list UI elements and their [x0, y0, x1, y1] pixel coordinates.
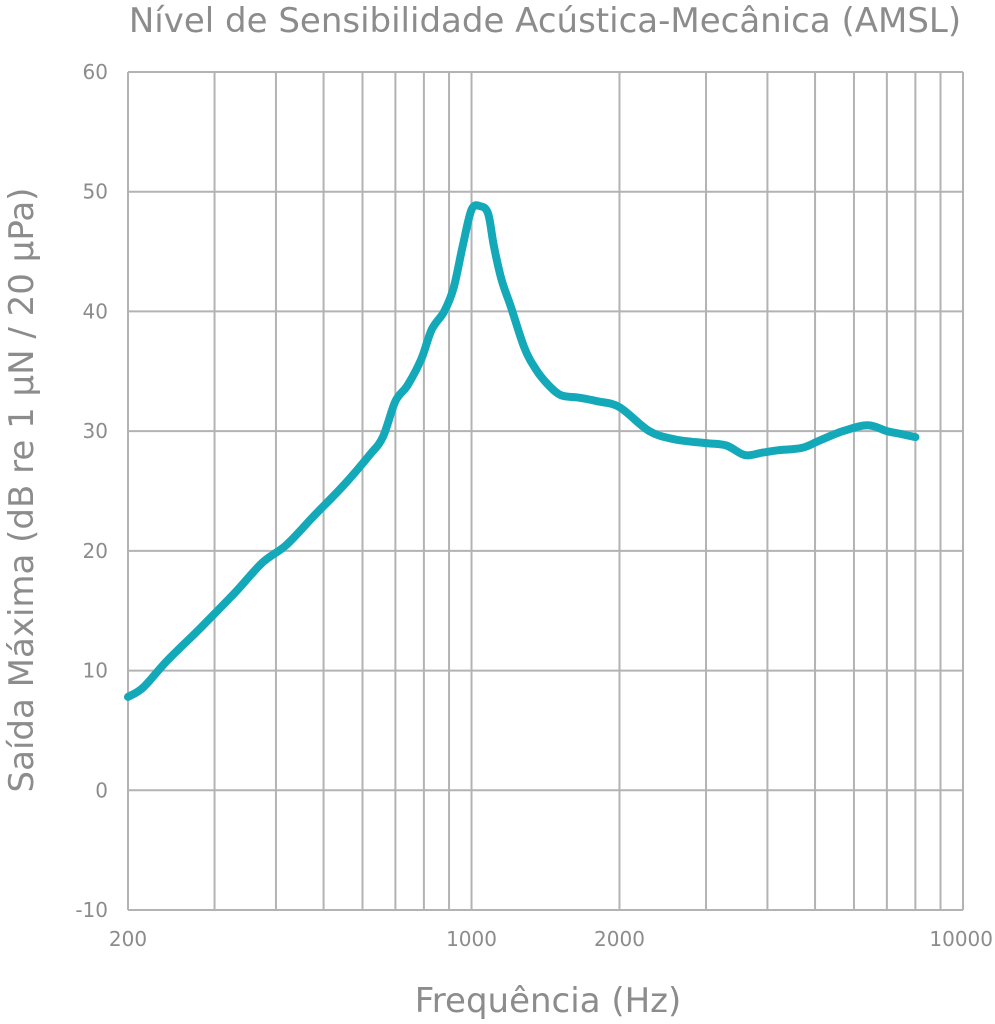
x-tick-label: 1000 [446, 927, 497, 951]
series-line [124, 201, 920, 701]
x-tick-label: 10000 [929, 927, 993, 951]
y-axis-label: Saída Máxima (dB re 1 μN / 20 μPa) [2, 188, 42, 793]
y-tick-labels: -10 0 10 20 30 40 50 60 [75, 60, 108, 922]
y-tick-label: 60 [83, 60, 108, 84]
y-tick-label: 0 [95, 778, 108, 802]
y-tick-label: 30 [83, 419, 108, 443]
x-tick-label: 2000 [594, 927, 645, 951]
y-tick-label: 40 [83, 299, 108, 323]
y-tick-label: 50 [83, 180, 108, 204]
y-tick-label: 20 [83, 539, 108, 563]
grid [127, 71, 964, 911]
x-axis-label: Frequência (Hz) [415, 981, 682, 1021]
y-tick-label: 10 [83, 659, 108, 683]
x-tick-label: 200 [109, 927, 147, 951]
x-tick-labels: 200 1000 2000 10000 [109, 927, 993, 951]
chart-title: Nível de Sensibilidade Acústica-Mecânica… [129, 1, 961, 41]
y-tick-label: -10 [75, 898, 108, 922]
